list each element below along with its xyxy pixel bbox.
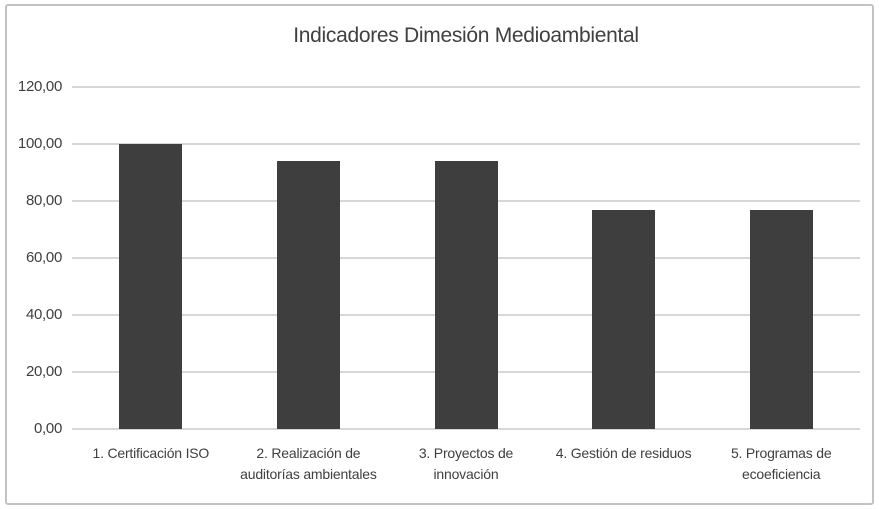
chart-frame: Indicadores Dimesión Medioambiental 0,00… <box>5 4 874 505</box>
chart-title: Indicadores Dimesión Medioambiental <box>293 24 639 47</box>
gridline <box>72 143 860 145</box>
y-tick-label: 20,00 <box>25 363 62 380</box>
x-category-label: 4. Gestión de residuos <box>555 445 692 461</box>
x-category-label: 1. Certificación ISO <box>92 445 210 461</box>
x-axis-line <box>72 428 860 430</box>
y-tick-label: 60,00 <box>25 249 62 266</box>
bar-2 <box>276 161 340 429</box>
bar-3 <box>434 161 498 429</box>
y-tick-label: 40,00 <box>25 306 62 323</box>
x-category-label: 2. Realización de auditorías ambientales <box>240 445 377 482</box>
y-tick-label: 100,00 <box>17 135 62 152</box>
y-tick-label: 0,00 <box>34 420 62 437</box>
bar-4 <box>592 209 656 429</box>
bar-5 <box>749 209 813 429</box>
y-tick-label: 120,00 <box>17 78 62 95</box>
gridline <box>72 86 860 88</box>
y-tick-label: 80,00 <box>25 192 62 209</box>
x-category-label: 5. Programas de ecoeficiencia <box>730 445 832 482</box>
bar-1 <box>119 144 183 429</box>
x-category-label: 3. Proyectos de innovación <box>418 445 514 482</box>
